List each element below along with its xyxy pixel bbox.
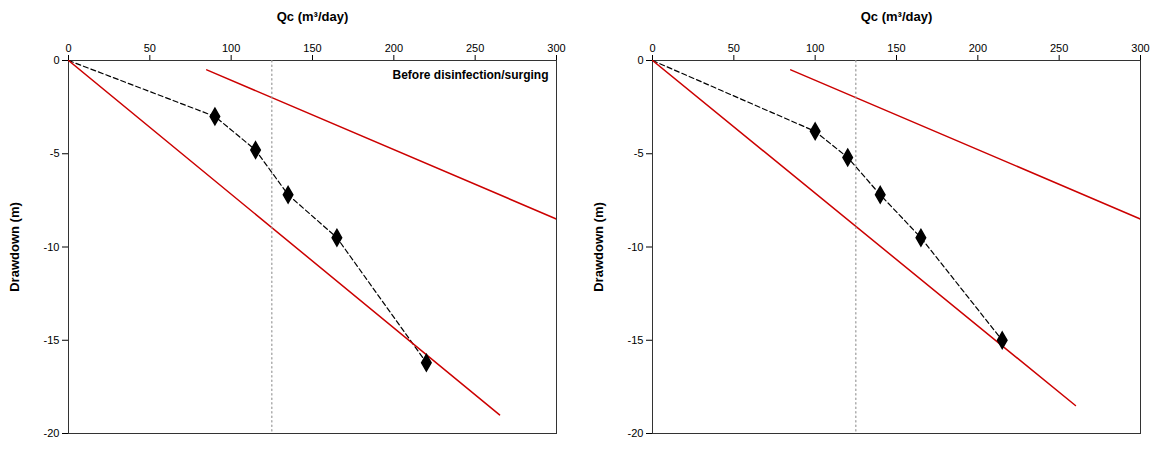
svg-text:-10: -10 — [628, 241, 644, 253]
svg-text:0: 0 — [53, 54, 59, 66]
svg-text:150: 150 — [303, 42, 321, 54]
svg-text:50: 50 — [144, 42, 156, 54]
svg-text:Drawdown (m): Drawdown (m) — [7, 202, 22, 292]
svg-text:250: 250 — [1050, 42, 1068, 54]
svg-text:100: 100 — [806, 42, 824, 54]
svg-text:200: 200 — [969, 42, 987, 54]
svg-text:300: 300 — [547, 42, 565, 54]
svg-text:0: 0 — [649, 42, 655, 54]
svg-text:Qc (m³/day): Qc (m³/day) — [277, 9, 349, 24]
svg-text:-15: -15 — [628, 334, 644, 346]
svg-text:Drawdown (m): Drawdown (m) — [591, 202, 606, 292]
svg-text:-20: -20 — [628, 427, 644, 439]
svg-text:-10: -10 — [44, 241, 60, 253]
svg-text:50: 50 — [728, 42, 740, 54]
svg-text:-5: -5 — [634, 147, 644, 159]
svg-text:200: 200 — [385, 42, 403, 54]
svg-text:-5: -5 — [50, 147, 60, 159]
svg-text:0: 0 — [637, 54, 643, 66]
svg-text:0: 0 — [65, 42, 71, 54]
svg-text:250: 250 — [466, 42, 484, 54]
svg-text:100: 100 — [222, 42, 240, 54]
svg-text:Qc (m³/day): Qc (m³/day) — [861, 9, 933, 24]
svg-text:-15: -15 — [44, 334, 60, 346]
svg-text:150: 150 — [887, 42, 905, 54]
svg-text:-20: -20 — [44, 427, 60, 439]
svg-text:Before disinfection/surging: Before disinfection/surging — [392, 68, 548, 82]
svg-text:300: 300 — [1131, 42, 1149, 54]
